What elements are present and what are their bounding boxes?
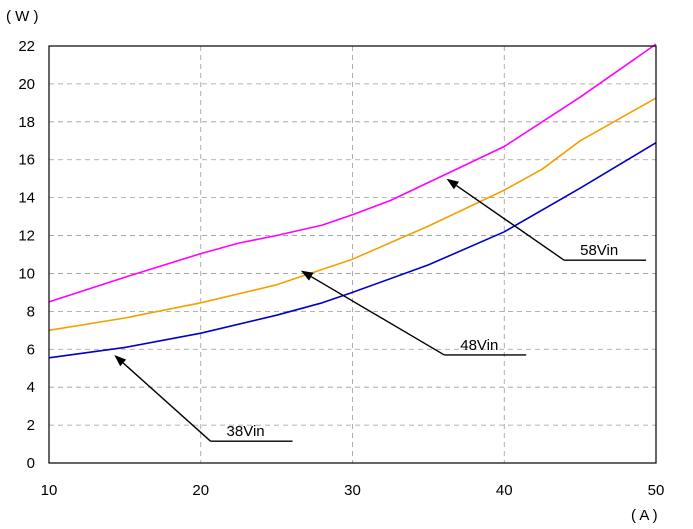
y-tick-label: 16 <box>18 152 35 169</box>
annotation-arrow-shaft <box>122 362 212 442</box>
y-tick-label: 0 <box>27 455 35 472</box>
series-lines <box>48 43 657 359</box>
series-line-38vin <box>48 142 657 359</box>
annotation-arrow-shaft <box>456 184 565 261</box>
x-tick-label: 20 <box>192 482 209 499</box>
y-tick-label: 12 <box>18 228 35 245</box>
x-tick-label: 40 <box>496 482 513 499</box>
annotation-label: 38Vin <box>227 423 265 440</box>
grid <box>49 46 656 463</box>
y-tick-label: 22 <box>18 38 35 55</box>
annotations: 38Vin 48Vin 58Vin <box>114 178 647 442</box>
annotation-38vin: 38Vin <box>114 355 293 442</box>
y-tick-label: 14 <box>18 190 35 207</box>
annotation-48vin: 48Vin <box>300 270 527 356</box>
series-line-58vin <box>48 43 657 303</box>
x-tick-label: 50 <box>648 482 665 499</box>
annotation-58vin: 58Vin <box>446 178 647 261</box>
x-tick-label: 30 <box>344 482 361 499</box>
y-tick-label: 4 <box>27 379 35 396</box>
series-line-48vin <box>48 97 657 332</box>
x-tick-label: 10 <box>41 482 58 499</box>
x-axis-unit: ( A ) <box>631 507 658 524</box>
y-tick-label: 20 <box>18 76 35 93</box>
annotation-arrow-shaft <box>310 276 445 356</box>
y-tick-label: 18 <box>18 114 35 131</box>
y-tick-label: 6 <box>27 341 35 358</box>
y-tick-label: 2 <box>27 417 35 434</box>
y-tick-labels: 0 2 4 6 8 10 12 14 16 18 20 22 <box>18 38 35 472</box>
annotation-label: 48Vin <box>460 337 498 354</box>
y-tick-label: 10 <box>18 265 35 282</box>
arrow-head-icon <box>114 355 127 367</box>
arrow-head-icon <box>300 270 314 281</box>
x-tick-labels: 10 20 30 40 50 <box>41 482 665 499</box>
y-tick-label: 8 <box>27 303 35 320</box>
plot-frame <box>48 45 657 464</box>
annotation-label: 58Vin <box>580 242 618 259</box>
y-axis-unit: ( W ) <box>6 8 38 25</box>
arrow-head-icon <box>446 178 459 190</box>
